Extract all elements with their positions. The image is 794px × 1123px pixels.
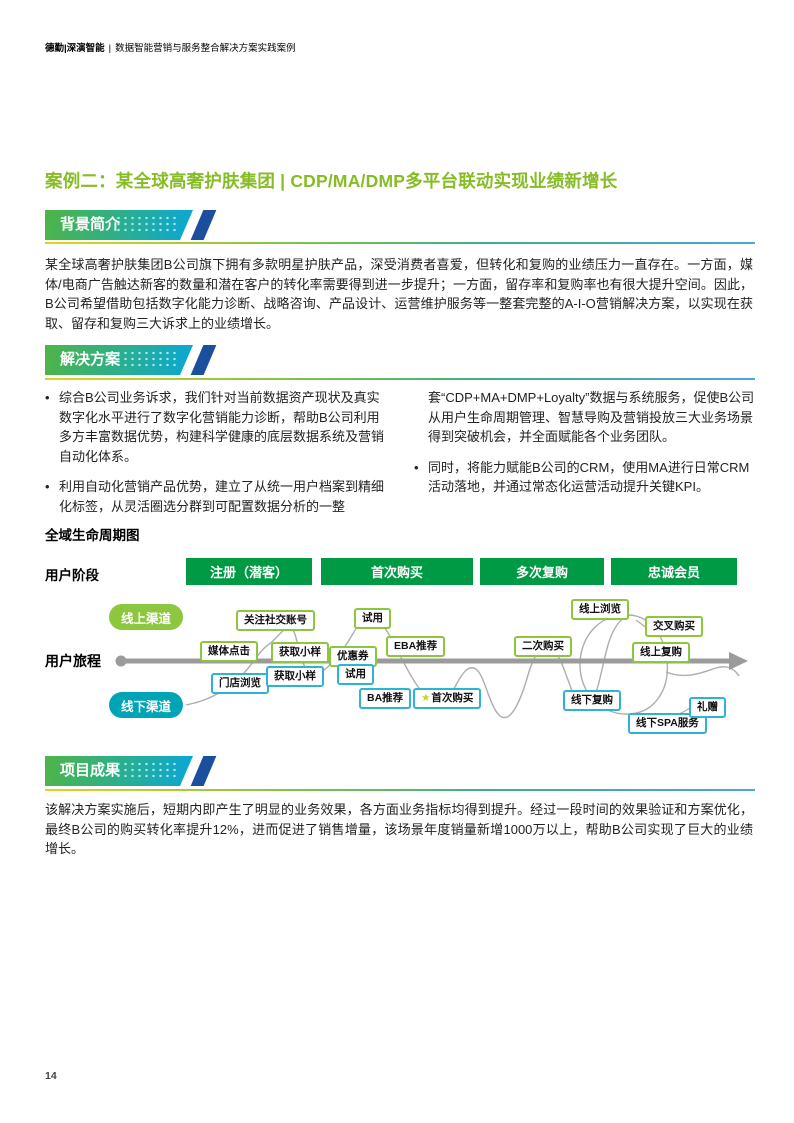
stage-row-label: 用户阶段 <box>45 568 99 583</box>
section-badge-solution: 解决方案 <box>45 345 217 375</box>
diagram-title: 全域生命周期图 <box>45 528 140 543</box>
solution-left-column: • 综合B公司业务诉求，我们针对当前数据资产现状及真实数字化水平进行了数字化营销… <box>45 388 388 527</box>
journey-node-offline: BA推荐 <box>359 688 412 709</box>
journey-node-online: EBA推荐 <box>386 636 446 657</box>
header-subtitle: 数据智能营销与服务整合解决方案实践案例 <box>115 43 296 54</box>
results-paragraph: 该解决方案实施后，短期内即产生了明显的业务效果，各方面业务指标均得到提升。经过一… <box>45 802 753 856</box>
section-divider <box>45 242 755 244</box>
journey-node-offline: 线下复购 <box>563 690 621 711</box>
stage-bar-repeat-purchase: 多次复购 <box>480 558 604 585</box>
bullet-item: • 同时，将能力赋能B公司的CRM，使用MA进行日常CRM活动落地，并通过常态化… <box>414 458 757 497</box>
bullet-marker: • <box>414 459 419 475</box>
case-title: 案例二：某全球高奢护肤集团 | CDP/MA/DMP多平台联动实现业绩新增长 <box>45 171 618 191</box>
journey-node-online: 交叉购买 <box>645 616 703 637</box>
bullet-text: 综合B公司业务诉求，我们针对当前数据资产现状及真实数字化水平进行了数字化营销能力… <box>59 390 385 464</box>
bullet-marker: • <box>45 479 50 494</box>
journey-node-online: 试用 <box>354 608 391 629</box>
journey-node-offline: 礼赠 <box>689 697 726 718</box>
stage-bar-register: 注册（潜客） <box>186 558 312 585</box>
journey-node-first-purchase: ★首次购买 <box>413 688 482 709</box>
journey-node-offline: 试用 <box>337 664 374 685</box>
stage-bar-loyal-member: 忠诚会员 <box>611 558 737 585</box>
bullet-text: 同时，将能力赋能B公司的CRM，使用MA进行日常CRM活动落地，并通过常态化运营… <box>428 459 750 495</box>
journey-node-online: 获取小样 <box>271 642 329 663</box>
badge-label: 解决方案 <box>45 345 193 375</box>
journey-node-online: 二次购买 <box>514 636 572 657</box>
journey-row-label: 用户旅程 <box>45 653 101 669</box>
offline-channel-pill: 线下渠道 <box>109 692 183 718</box>
journey-node-online: 媒体点击 <box>200 641 258 662</box>
page-header: 德勤|深演智能 | 数据智能营销与服务整合解决方案实践案例 <box>45 40 296 54</box>
journey-node-online: 线上浏览 <box>571 599 629 620</box>
solution-columns: • 综合B公司业务诉求，我们针对当前数据资产现状及真实数字化水平进行了数字化营销… <box>45 388 757 527</box>
header-separator: | <box>108 43 112 54</box>
journey-node-offline: 获取小样 <box>266 666 324 687</box>
section-badge-background: 背景简介 <box>45 210 217 240</box>
timeline-arrowhead-icon <box>729 652 748 670</box>
journey-node-offline: 线下SPA服务 <box>628 713 707 734</box>
journey-node-online: 线上复购 <box>632 642 690 663</box>
badge-label: 项目成果 <box>45 756 193 786</box>
online-channel-pill: 线上渠道 <box>109 604 183 630</box>
brand-logo-text: 德勤|深演智能 <box>45 43 105 54</box>
bullet-item: • 综合B公司业务诉求，我们针对当前数据资产现状及真实数字化水平进行了数字化营销… <box>45 388 388 466</box>
bullet-continuation-text: 套“CDP+MA+DMP+Loyalty”数据与系统服务，促使B公司从用户生命周… <box>428 390 755 444</box>
bullet-marker: • <box>45 390 50 405</box>
stage-bar-first-purchase: 首次购买 <box>321 558 473 585</box>
solution-right-column: 套“CDP+MA+DMP+Loyalty”数据与系统服务，促使B公司从用户生命周… <box>414 388 757 527</box>
journey-curve-tail <box>665 666 740 677</box>
journey-node-offline: 门店浏览 <box>211 673 269 694</box>
bullet-item: • 利用自动化营销产品优势，建立了从统一用户档案到精细化标签，从灵活圈选分群到可… <box>45 477 388 516</box>
section-badge-results: 项目成果 <box>45 756 217 786</box>
star-icon: ★ <box>421 692 431 704</box>
badge-label: 背景简介 <box>45 210 193 240</box>
section-divider <box>45 378 755 380</box>
page-number: 14 <box>45 1070 57 1082</box>
section-divider <box>45 789 755 791</box>
node-label: 首次购买 <box>431 692 474 704</box>
background-paragraph: 某全球高奢护肤集团B公司旗下拥有多款明星护肤产品，深受消费者喜爱，但转化和复购的… <box>45 257 753 331</box>
bullet-text: 利用自动化营销产品优势，建立了从统一用户档案到精细化标签，从灵活圈选分群到可配置… <box>59 479 385 514</box>
journey-node-online: 关注社交账号 <box>236 610 315 631</box>
